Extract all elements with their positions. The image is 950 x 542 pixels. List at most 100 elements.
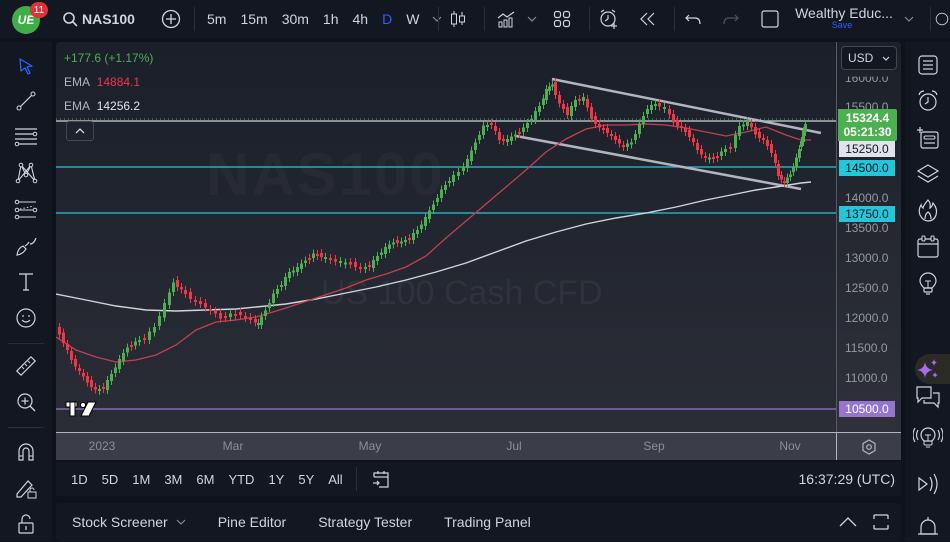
range-5d[interactable]: 5D [101,471,119,487]
interval-group: 5m 15m 30m 1h 4h D W [200,0,448,38]
lock-all-tool[interactable] [12,510,40,538]
layout-name: Wealthy Educ... [795,5,893,21]
calendar-button[interactable] [913,232,943,262]
alarm-clock-icon [918,90,938,111]
cursor-tool[interactable] [12,52,40,80]
symbol-name: NAS100 [82,11,135,27]
layout-dropdown[interactable] [902,0,916,38]
layout-name-button[interactable]: Wealthy Educ... Save [794,5,894,30]
bottom-panel-bar: Stock Screener Pine Editor Strategy Test… [56,503,901,541]
sparkle-icon [917,359,938,378]
compare-symbol-button[interactable] [160,0,182,38]
interval-dropdown[interactable] [426,0,448,38]
chart-plot-area[interactable]: NAS100 US 100 Cash CFD [56,42,836,432]
interval-d[interactable]: D [382,11,393,27]
notifications-button[interactable] [913,512,943,542]
time-tick: May [358,439,382,453]
brush-tool[interactable] [12,232,40,260]
symbol-search-button[interactable]: NAS100 [62,0,135,38]
go-to-date-button[interactable] [363,469,399,489]
alert-button[interactable] [597,0,621,38]
indicators-button[interactable] [494,0,518,38]
redo-button[interactable] [720,0,742,38]
watermark-description: US 100 Cash CFD [321,274,603,312]
unlock-icon [18,514,34,534]
range-all[interactable]: All [328,471,343,487]
hotlists-button[interactable] [913,195,943,225]
indicators-dropdown[interactable] [526,0,538,38]
emoji-tool[interactable] [12,304,40,332]
object-tree-button[interactable] [913,159,943,189]
interval-4h[interactable]: 4h [352,11,369,27]
range-ytd[interactable]: YTD [228,471,255,487]
timezone-clock[interactable]: 16:37:29 (UTC) [798,471,895,487]
layout-button[interactable] [551,0,573,38]
range-6m[interactable]: 6M [196,471,215,487]
range-5y[interactable]: 5Y [298,471,315,487]
price-tick: 16000.0 [845,71,889,85]
alerts-button[interactable] [913,86,943,116]
pattern-tool[interactable] [12,159,40,187]
measure-tool[interactable] [12,352,40,380]
maximize-panel-button[interactable] [867,514,901,530]
date-range-bar: 1D 5D 1M 3M 6M YTD 1Y 5Y All 16:37:29 (U… [56,462,901,496]
price-tick: 11000.0 [845,371,888,385]
price-tick: 12000.0 [845,311,889,325]
magnet-tool[interactable] [12,438,40,466]
ai-assistant-button[interactable] [913,354,943,384]
zoom-in-icon [17,393,36,412]
zoom-in-tool[interactable] [12,388,40,416]
data-window-button[interactable] [913,123,943,153]
legend-ema-slow[interactable]: EMA 14256.2 [64,99,141,113]
lock-drawings-tool[interactable] [12,474,40,502]
fib-tool[interactable] [12,122,40,150]
interval-5m[interactable]: 5m [207,11,227,27]
undo-button[interactable] [682,0,704,38]
ideas-button[interactable] [913,268,943,298]
grid-icon [553,10,571,28]
chart-type-button[interactable] [446,0,470,38]
range-1m[interactable]: 1M [132,471,151,487]
text-tool[interactable] [12,268,40,296]
tab-pine-editor[interactable]: Pine Editor [217,514,287,530]
watchlist-button[interactable] [913,50,943,80]
save-link[interactable]: Save [831,20,853,30]
tab-strategy-tester[interactable]: Strategy Tester [318,514,413,530]
search-icon [63,12,78,27]
alarm-plus-icon [600,9,617,29]
price-label-10500: 10500.0 [839,401,895,417]
interval-1h[interactable]: 1h [322,11,339,27]
add-list-icon [917,127,939,149]
interval-15m[interactable]: 15m [240,11,268,27]
collapse-legend-button[interactable] [66,121,94,141]
chart-settings-button[interactable] [836,432,901,460]
expand-panel-button[interactable] [829,517,867,527]
play-sound-icon [918,473,938,495]
chats-button[interactable] [913,382,943,412]
tab-trading-panel[interactable]: Trading Panel [444,514,531,530]
interval-30m[interactable]: 30m [281,11,309,27]
range-1d[interactable]: 1D [71,471,88,487]
trend-line-tool[interactable] [12,87,40,115]
tab-stock-screener[interactable]: Stock Screener [56,514,202,530]
playback-button[interactable] [913,469,943,499]
redo-icon [723,14,739,25]
fullscreen-mode-button[interactable] [758,0,782,38]
currency-selector[interactable]: USD [841,46,897,70]
interval-w[interactable]: W [406,11,420,27]
pencil-lock-icon [16,480,37,499]
quick-search-button[interactable] [934,0,950,38]
bar-countdown: 05:21:30 [843,125,892,139]
price-axis[interactable]: USD 16000.0 15500.0 14000.0 13500.0 1300… [836,42,901,432]
right-sidebar [905,42,950,541]
replay-button[interactable] [637,0,659,38]
time-axis[interactable]: 2023 Mar May Jul Sep Nov [56,432,836,460]
range-3m[interactable]: 3M [164,471,183,487]
indicators-icon [497,11,515,28]
legend-ema-fast[interactable]: EMA 14884.1 [64,75,141,89]
calendar-goto-icon [372,471,389,488]
time-tick: Mar [222,439,244,453]
forecast-tool[interactable] [12,196,40,224]
streams-button[interactable] [913,422,943,452]
range-1y[interactable]: 1Y [268,471,285,487]
